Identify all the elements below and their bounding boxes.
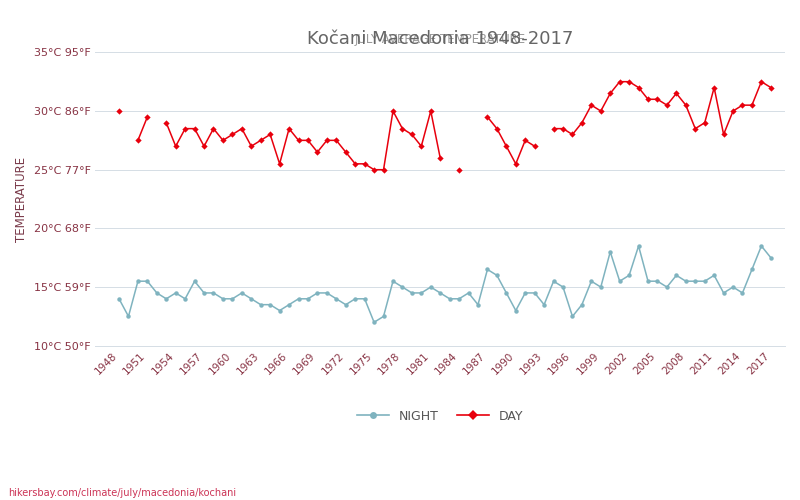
Text: hikersbay.com/climate/july/macedonia/kochani: hikersbay.com/climate/july/macedonia/koc… bbox=[8, 488, 236, 498]
Y-axis label: TEMPERATURE: TEMPERATURE bbox=[15, 156, 28, 242]
Title: Kočani Macedonia 1948-2017: Kočani Macedonia 1948-2017 bbox=[307, 30, 574, 48]
Legend: NIGHT, DAY: NIGHT, DAY bbox=[352, 404, 528, 427]
Text: JULY AVERAGE TEMPERATURE: JULY AVERAGE TEMPERATURE bbox=[354, 34, 526, 46]
